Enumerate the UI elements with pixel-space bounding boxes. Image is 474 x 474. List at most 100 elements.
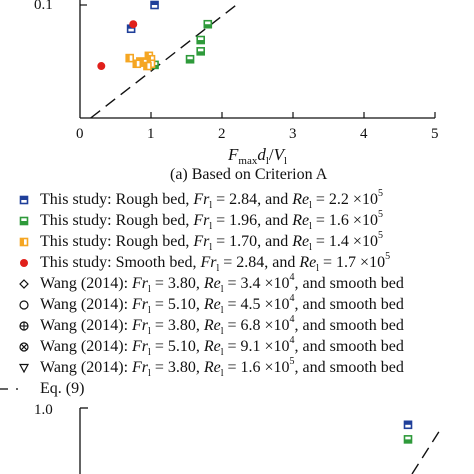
plot-a-x-axis-label: Fmaxdl/Vl bbox=[227, 145, 287, 167]
legend-label: Wang (2014): Frl = 3.80, Rel = 3.4 ×104,… bbox=[40, 271, 404, 295]
plot-a-ytick-label: 0.1 bbox=[34, 0, 53, 13]
data-point-series-3 bbox=[143, 61, 152, 71]
legend-label-part: = 3.80, bbox=[150, 359, 204, 376]
legend-marker-icon bbox=[19, 300, 29, 310]
legend-item: Wang (2014): Frl = 3.80, Rel = 3.4 ×104,… bbox=[0, 271, 474, 295]
legend-label-part: Fr bbox=[193, 212, 210, 229]
data-point-series-2 bbox=[196, 47, 205, 56]
legend-label-part: l bbox=[220, 326, 224, 338]
legend-label-part: Re bbox=[203, 359, 221, 376]
data-point-series-4 bbox=[97, 62, 106, 71]
legend-label-part: Fr bbox=[132, 359, 149, 376]
legend-label-part: = 2.2 ×10 bbox=[311, 191, 378, 208]
legend-label-part: 4 bbox=[289, 292, 295, 304]
plot-b-ytick-label: 1.0 bbox=[34, 402, 53, 418]
legend-item: Wang (2014): Frl = 5.10, Rel = 9.1 ×104,… bbox=[0, 334, 474, 359]
legend-label-part: 4 bbox=[289, 334, 295, 346]
legend-label-part: Wang (2014): bbox=[40, 275, 133, 292]
legend-item: Eq. (9) bbox=[0, 379, 474, 399]
legend-label-part: Wang (2014): bbox=[40, 296, 133, 313]
legend-label-part: Fr bbox=[132, 296, 149, 313]
legend-label-part: = 5.10, bbox=[150, 296, 204, 313]
data-point-series-4 bbox=[129, 20, 138, 29]
plot-a-xtick-label: 4 bbox=[360, 126, 368, 142]
legend-marker-icon bbox=[0, 388, 18, 390]
legend-marker-icon bbox=[19, 279, 29, 289]
legend-label-part: l bbox=[220, 368, 224, 380]
plot-a-points bbox=[97, 0, 213, 71]
legend-label-part: l bbox=[209, 221, 213, 233]
legend-marker-icon bbox=[19, 321, 29, 331]
legend-marker-icon bbox=[19, 195, 29, 205]
legend-marker bbox=[19, 216, 29, 226]
plot-a-eq9-line bbox=[90, 4, 237, 119]
plot-a: 0 1 2 3 4 5 0.1 Fmaxdl/Vl (a) Based on Criter… bbox=[34, 0, 439, 183]
legend-label-part: = 3.80, bbox=[150, 275, 204, 292]
legend-label-part: Re bbox=[299, 254, 317, 271]
legend-label: This study: Rough bed, Frl = 1.96, and R… bbox=[40, 208, 383, 233]
legend-label-part: l bbox=[209, 200, 213, 212]
legend-label-part: = 1.70, and bbox=[212, 233, 293, 250]
legend-marker bbox=[19, 342, 29, 352]
legend-marker bbox=[20, 259, 28, 267]
legend-marker-icon bbox=[20, 259, 28, 267]
legend-item: Wang (2014): Frl = 3.80, Rel = 6.8 ×104,… bbox=[0, 314, 474, 338]
plot-a-xtick-label: 5 bbox=[431, 126, 439, 142]
legend-label-part: 4 bbox=[289, 271, 295, 283]
legend-label-part: Wang (2014): bbox=[40, 317, 133, 334]
legend-label-part: l bbox=[209, 242, 213, 254]
legend-label-part: Fr bbox=[132, 317, 149, 334]
legend-label-part: = 1.6 ×10 bbox=[311, 212, 378, 229]
legend-label-part: = 9.1 ×10 bbox=[223, 338, 290, 355]
legend-label: This study: Smooth bed, Frl = 2.84, and … bbox=[40, 250, 391, 275]
legend-label-part: , and smooth bed bbox=[294, 296, 404, 313]
legend-label-part: 5 bbox=[289, 355, 295, 367]
legend-label-part: Eq. (9) bbox=[40, 380, 85, 397]
legend-label-part: = 2.84, and bbox=[219, 254, 300, 271]
legend-label-part: Fr bbox=[193, 191, 210, 208]
legend-label-part: = 1.7 ×10 bbox=[319, 254, 386, 271]
legend-label-part: = 2.84, and bbox=[212, 191, 293, 208]
plot-a-xtick-label: 2 bbox=[218, 126, 226, 142]
legend-label: This study: Rough bed, Frl = 2.84, and R… bbox=[40, 187, 383, 212]
data-point-series-1 bbox=[403, 420, 413, 430]
legend-label-part: Wang (2014): bbox=[40, 359, 133, 376]
legend-label-part: l bbox=[148, 368, 151, 380]
legend-label-part: This study: Smooth bed, bbox=[40, 254, 201, 271]
legend-marker bbox=[19, 237, 29, 247]
data-point-series-3 bbox=[132, 59, 142, 69]
plot-b-eq9-line bbox=[411, 429, 441, 474]
legend-label: Wang (2014): Frl = 5.10, Rel = 4.5 ×104,… bbox=[40, 292, 404, 316]
legend-label: Wang (2014): Frl = 3.80, Rel = 6.8 ×104,… bbox=[40, 314, 404, 338]
legend-item: Wang (2014): Frl = 5.10, Rel = 4.5 ×104,… bbox=[0, 292, 474, 316]
eq9-dashed-line bbox=[411, 429, 441, 474]
legend-label-part: Wang (2014): bbox=[40, 338, 133, 355]
legend-label-part: Re bbox=[203, 296, 221, 313]
legend-label-part: l bbox=[309, 242, 312, 254]
legend-label-part: Fr bbox=[200, 254, 217, 271]
data-point-series-1 bbox=[150, 0, 159, 10]
eq9-dashed-line bbox=[90, 4, 237, 119]
legend-label-part: l bbox=[216, 263, 220, 275]
legend-label-part: = 1.4 ×10 bbox=[311, 233, 378, 250]
data-point-series-2 bbox=[196, 35, 205, 45]
legend-label-part: Re bbox=[292, 191, 310, 208]
legend-label-part: l bbox=[148, 326, 151, 338]
legend-label-part: 5 bbox=[377, 187, 383, 199]
legend-item: This study: Rough bed, Frl = 1.96, and R… bbox=[0, 208, 474, 233]
legend-label-part: l bbox=[220, 347, 224, 359]
legend-label-part: , and smooth bed bbox=[294, 317, 404, 334]
legend-label: Wang (2014): Frl = 5.10, Rel = 9.1 ×104,… bbox=[40, 334, 404, 359]
legend-marker bbox=[19, 363, 29, 374]
legend-marker bbox=[19, 195, 29, 205]
legend-item: This study: Rough bed, Frl = 1.70, and R… bbox=[0, 230, 474, 254]
legend-label-part: 5 bbox=[377, 208, 383, 220]
legend-marker bbox=[19, 321, 29, 331]
legend-label-part: = 6.8 ×10 bbox=[223, 317, 290, 334]
legend-label-part: Re bbox=[203, 317, 221, 334]
legend-label-part: This study: Rough bed, bbox=[40, 191, 194, 208]
plot-a-xtick-label: 0 bbox=[76, 126, 84, 142]
legend-label-part: 5 bbox=[385, 250, 391, 262]
legend-marker-icon bbox=[19, 363, 29, 374]
